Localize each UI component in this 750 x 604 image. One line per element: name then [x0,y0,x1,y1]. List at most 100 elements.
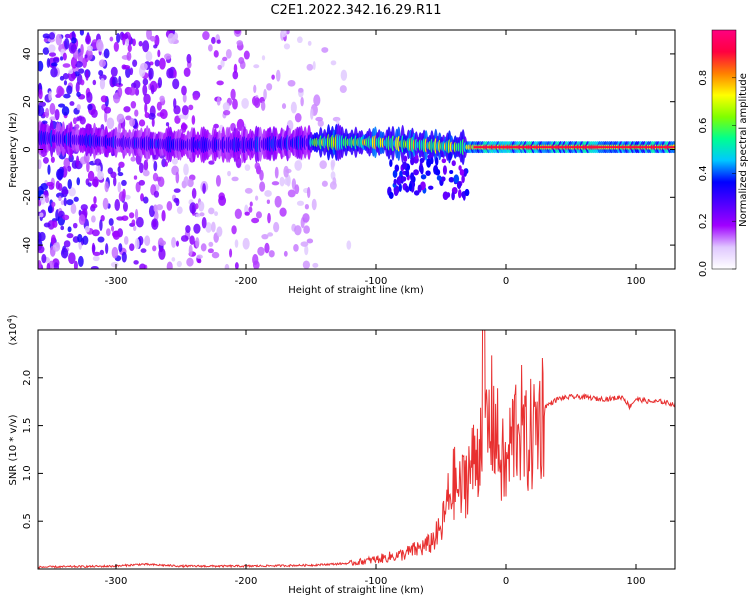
spectrogram-cell [448,151,453,161]
spectrogram-cell [300,241,309,247]
spectrogram-cell [134,238,140,250]
spectrogram-cell [54,108,60,121]
spectrogram-cell [80,79,85,86]
spectrogram-cell [293,244,299,252]
spectrogram-cell [39,193,46,205]
spectrogram-cell [70,203,77,215]
spectrogram-cell [118,161,125,168]
spectrogram-cell [405,169,410,178]
spectrogram-cell [50,67,58,78]
spectrogram-cell [408,182,412,192]
spectrogram-cell [201,216,207,229]
spectrogram-cell [453,174,460,184]
spectrogram-cell [405,185,410,193]
spectrogram-cell [158,57,166,70]
spectrogram-cell [91,242,96,255]
spectrogram-cell [117,166,121,173]
spectrogram-cell [138,179,146,186]
spectrogram-cell [92,255,100,262]
spectrogram-cell [144,103,148,114]
spectrogram-cell [214,211,219,217]
spectrogram-cell [110,66,118,77]
spectrogram-cell [274,195,282,208]
spectrogram-y-tick-label: -20 [22,189,33,205]
spectrogram-cell [394,164,400,172]
colorbar-frame [711,29,737,270]
spectrogram-cell [315,116,323,122]
spectrogram-cell [42,47,50,55]
spectrogram-cell [440,176,446,182]
spectrogram-cell [171,257,176,262]
spectrogram-cell [197,258,202,264]
spectrogram-cell [332,116,341,122]
spectrogram-cell [71,37,77,44]
spectrogram-cell [77,52,84,64]
spectrogram-cell [232,98,238,110]
spectrogram-y-axis-label: Frequency (Hz) [8,112,19,188]
spectrogram-cell [463,168,468,177]
spectrogram-cell [90,108,98,118]
spectrogram-cell [116,113,125,124]
spectrogram-cell [41,253,47,264]
spectrogram-cell [49,116,56,121]
snr-series-line [38,330,675,569]
spectrogram-cell [164,53,172,60]
spectrogram-cell [128,86,136,96]
spectrogram-cell [76,177,81,186]
spectrogram-cell [40,183,49,191]
spectrogram-cell [97,171,104,181]
spectrogram-cell [273,221,280,233]
spectrogram-cell [224,263,230,269]
colorbar-tick-label: 0.6 [698,118,709,134]
spectrogram-cell [191,188,197,199]
spectrogram-cell [216,226,223,237]
spectrogram-cell [234,30,241,35]
spectrogram-cell [99,219,103,231]
spectrogram-cell [257,246,265,256]
spectrogram-cell [152,245,157,252]
spectrogram-cell [451,191,455,201]
spectrogram-cell [208,207,215,215]
spectrogram-cell [130,101,137,109]
spectrogram-cell [85,69,89,81]
spectrogram-cell [85,34,92,45]
spectrogram-cell [114,198,121,211]
spectrogram-cell [95,39,104,51]
spectrogram-cell [317,119,324,127]
spectrogram-cell [205,222,212,233]
spectrogram-cell [321,180,328,187]
spectrogram-cell [193,223,201,234]
spectrogram-cell [393,178,397,185]
spectrogram-cell [283,250,288,257]
spectrogram-cell [43,222,51,228]
spectrogram-cell [425,170,431,177]
spectrogram-cell [156,176,162,182]
spectrogram-cell [440,152,444,158]
spectrogram-cell [117,86,123,98]
spectrogram-cell [46,57,51,68]
spectrogram-cell [38,199,41,207]
spectrogram-cell [69,101,75,106]
spectrogram-cell [232,70,239,80]
spectrogram-cell [62,214,70,221]
spectrogram-cell [84,225,90,233]
spectrogram-cell [312,61,316,70]
spectrogram-cell [241,97,249,109]
spectrogram-cell [117,172,124,177]
colorbar-tick-label: 0.4 [698,165,709,181]
spectrogram-cell [200,243,207,252]
spectrogram-cell [233,63,238,74]
spectrogram-cell [125,115,132,121]
spectrogram-cell [164,161,169,167]
spectrogram-cell [392,169,398,178]
spectrogram-cell [154,34,160,47]
spectrogram-cell [126,51,132,61]
spectrogram-cell [92,251,101,257]
spectrogram-cell [138,162,144,174]
spectrogram-cell [441,158,447,164]
spectrogram-cell [122,33,126,46]
spectrogram-cell [285,30,290,35]
snr-x-tick-label: 0 [503,576,509,587]
spectrogram-cell [113,41,119,52]
spectrogram-cell [63,157,71,169]
